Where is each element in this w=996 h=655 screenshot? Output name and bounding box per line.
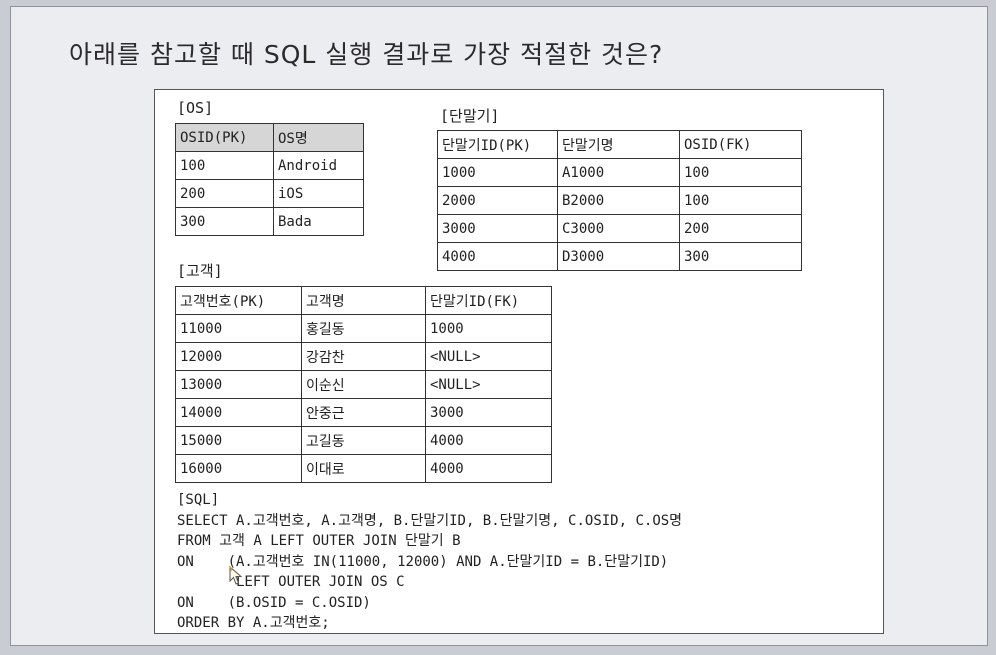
table-row: 300 Bada (175, 207, 364, 236)
device-header-name: 단말기명 (557, 130, 680, 159)
device-table: 단말기ID(PK) 단말기명 OSID(FK) 1000 A1000 100 2… (437, 130, 802, 271)
device-header-osid: OSID(FK) (679, 130, 802, 159)
customer-table: 고객번호(PK) 고객명 단말기ID(FK) 11000 홍길동 1000 12… (175, 286, 552, 483)
table-row: 16000 이대로 4000 (175, 454, 552, 483)
table-cell: <NULL> (425, 342, 552, 371)
table-row: 12000 강감찬 <NULL> (175, 342, 552, 371)
table-cell: 고길동 (301, 426, 426, 455)
table-cell: 3000 (437, 214, 558, 243)
table-cell: 1000 (437, 158, 558, 187)
table-cell: 안중근 (301, 398, 426, 427)
sql-line: ON (A.고객번호 IN(11000, 12000) AND A.단말기ID … (177, 553, 669, 570)
table-cell: A1000 (557, 158, 680, 187)
table-row: 4000 D3000 300 (437, 242, 802, 271)
table-cell: 300 (175, 207, 274, 236)
table-cell: C3000 (557, 214, 680, 243)
question-title: 아래를 참고할 때 SQL 실행 결과로 가장 적절한 것은? (69, 40, 664, 69)
table-row: 200 iOS (175, 179, 364, 208)
slide: 아래를 참고할 때 SQL 실행 결과로 가장 적절한 것은? [OS] OSI… (10, 6, 988, 646)
table-cell: 2000 (437, 186, 558, 215)
table-cell: 200 (679, 214, 802, 243)
table-cell: 강감찬 (301, 342, 426, 371)
table-cell: iOS (273, 179, 364, 208)
table-cell: <NULL> (425, 370, 552, 399)
customer-header-deviceid: 단말기ID(FK) (425, 286, 552, 315)
table-cell: B2000 (557, 186, 680, 215)
table-cell: 이대로 (301, 454, 426, 483)
customer-header-name: 고객명 (301, 286, 426, 315)
table-cell: 3000 (425, 398, 552, 427)
sql-line: ORDER BY A.고객번호; (177, 615, 330, 631)
table-cell: D3000 (557, 242, 680, 271)
table-cell: 1000 (425, 314, 552, 343)
table-cell: 이순신 (301, 370, 426, 399)
table-row: 3000 C3000 200 (437, 214, 802, 243)
table-row: 2000 B2000 100 (437, 186, 802, 215)
table-cell: 100 (679, 158, 802, 187)
device-table-caption: [단말기] (440, 107, 500, 125)
sql-line: FROM 고객 A LEFT OUTER JOIN 단말기 B (177, 533, 461, 549)
table-cell: 15000 (175, 426, 302, 455)
device-header-id: 단말기ID(PK) (437, 130, 558, 159)
mouse-pointer-icon (229, 566, 243, 585)
table-cell: 12000 (175, 342, 302, 371)
table-cell: 200 (175, 179, 274, 208)
os-header-osid: OSID(PK) (175, 123, 274, 152)
sql-block: [SQL] SELECT A.고객번호, A.고객명, B.단말기ID, B.단… (177, 490, 682, 634)
os-header-osname: OS명 (273, 123, 364, 152)
sql-line: ON (B.OSID = C.OSID) (177, 594, 371, 611)
sql-caption: [SQL] (177, 492, 220, 508)
problem-panel: [OS] OSID(PK) OS명 100 Android 200 iOS 30… (154, 89, 884, 634)
table-cell: 13000 (175, 370, 302, 399)
table-cell: 11000 (175, 314, 302, 343)
table-row: 11000 홍길동 1000 (175, 314, 552, 343)
table-row: 1000 A1000 100 (437, 158, 802, 187)
os-table: OSID(PK) OS명 100 Android 200 iOS 300 Bad… (175, 123, 364, 236)
table-cell: 100 (175, 151, 274, 180)
table-cell: 14000 (175, 398, 302, 427)
customer-table-caption: [고객] (177, 262, 223, 280)
table-row: 15000 고길동 4000 (175, 426, 552, 455)
sql-line: LEFT OUTER JOIN OS C (177, 574, 405, 590)
table-cell: 16000 (175, 454, 302, 483)
table-cell: 300 (679, 242, 802, 271)
table-cell: Bada (273, 207, 364, 236)
table-cell: 100 (679, 186, 802, 215)
os-table-caption: [OS] (177, 99, 214, 117)
table-row: 13000 이순신 <NULL> (175, 370, 552, 399)
table-cell: 4000 (425, 454, 552, 483)
table-cell: 4000 (425, 426, 552, 455)
customer-header-id: 고객번호(PK) (175, 286, 302, 315)
table-cell: 4000 (437, 242, 558, 271)
table-row: 14000 안중근 3000 (175, 398, 552, 427)
table-cell: 홍길동 (301, 314, 426, 343)
table-row: 100 Android (175, 151, 364, 180)
sql-line: SELECT A.고객번호, A.고객명, B.단말기ID, B.단말기명, C… (177, 512, 683, 529)
table-cell: Android (273, 151, 364, 180)
